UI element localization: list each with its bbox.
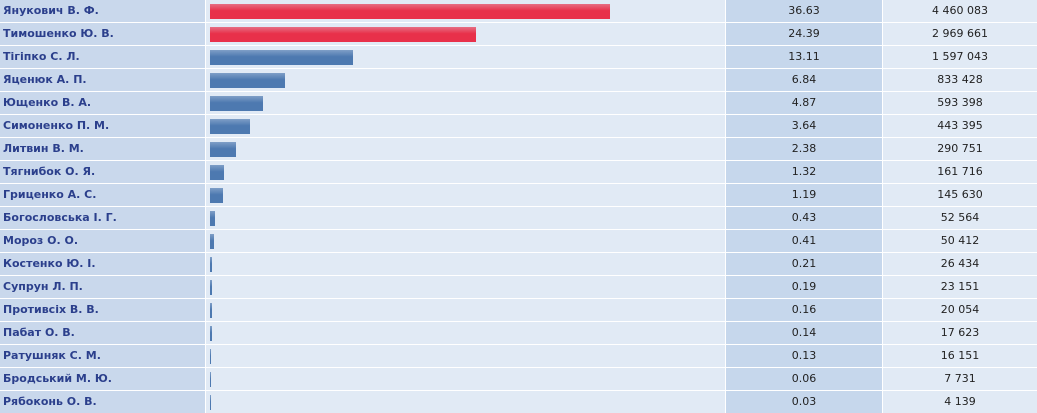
- bar-cell: [206, 23, 725, 45]
- bar: [210, 326, 212, 341]
- bar: [210, 27, 477, 42]
- percent: 1.19: [726, 184, 882, 206]
- votes: 593 398: [883, 92, 1037, 114]
- bar-cell: [206, 253, 725, 275]
- votes: 16 151: [883, 345, 1037, 367]
- percent: 0.16: [726, 299, 882, 321]
- percent: 0.03: [726, 391, 882, 413]
- percent: 6.84: [726, 69, 882, 91]
- bar-cell: [206, 368, 725, 390]
- votes: 161 716: [883, 161, 1037, 183]
- candidate-name: Рябоконь О. В.: [0, 391, 205, 413]
- candidate-name: Ющенко В. А.: [0, 92, 205, 114]
- votes: 4 139: [883, 391, 1037, 413]
- votes: 2 969 661: [883, 23, 1037, 45]
- bar-cell: [206, 138, 725, 160]
- bar: [210, 119, 250, 134]
- votes: 7 731: [883, 368, 1037, 390]
- bar: [210, 73, 285, 88]
- bar: [210, 303, 212, 318]
- candidate-name: Тимошенко Ю. В.: [0, 23, 205, 45]
- bar: [210, 96, 264, 111]
- bar: [210, 257, 213, 272]
- bar-cell: [206, 161, 725, 183]
- bar: [210, 372, 211, 387]
- candidate-name: Симоненко П. М.: [0, 115, 205, 137]
- votes: 26 434: [883, 253, 1037, 275]
- votes: 23 151: [883, 276, 1037, 298]
- bar: [210, 188, 223, 203]
- percent: 0.19: [726, 276, 882, 298]
- percent: 3.64: [726, 115, 882, 137]
- votes: 52 564: [883, 207, 1037, 229]
- votes: 50 412: [883, 230, 1037, 252]
- bar-cell: [206, 207, 725, 229]
- bar-cell: [206, 276, 725, 298]
- percent: 0.13: [726, 345, 882, 367]
- percent: 13.11: [726, 46, 882, 68]
- percent: 1.32: [726, 161, 882, 183]
- votes: 443 395: [883, 115, 1037, 137]
- candidate-name: Ратушняк С. М.: [0, 345, 205, 367]
- percent: 4.87: [726, 92, 882, 114]
- bar-cell: [206, 92, 725, 114]
- candidate-name: Супрун Л. П.: [0, 276, 205, 298]
- bar: [210, 349, 212, 364]
- bar: [210, 280, 213, 295]
- bar: [210, 165, 225, 180]
- bar-cell: [206, 184, 725, 206]
- percent: 0.21: [726, 253, 882, 275]
- candidate-name: Богословська І. Г.: [0, 207, 205, 229]
- bar-cell: [206, 230, 725, 252]
- votes: 1 597 043: [883, 46, 1037, 68]
- candidate-name: Пабат О. В.: [0, 322, 205, 344]
- votes: 145 630: [883, 184, 1037, 206]
- votes: 20 054: [883, 299, 1037, 321]
- percent: 0.14: [726, 322, 882, 344]
- candidate-name: Литвин В. М.: [0, 138, 205, 160]
- bar: [210, 142, 236, 157]
- bar: [210, 50, 354, 65]
- votes: 17 623: [883, 322, 1037, 344]
- candidate-name: Костенко Ю. І.: [0, 253, 205, 275]
- candidate-name: Тягнибок О. Я.: [0, 161, 205, 183]
- votes: 833 428: [883, 69, 1037, 91]
- bar-cell: [206, 322, 725, 344]
- percent: 24.39: [726, 23, 882, 45]
- bar-cell: [206, 345, 725, 367]
- bar-cell: [206, 391, 725, 413]
- bar-cell: [206, 46, 725, 68]
- candidate-name: Бродський М. Ю.: [0, 368, 205, 390]
- candidate-name: Противсіх В. В.: [0, 299, 205, 321]
- candidate-name: Янукович В. Ф.: [0, 0, 205, 22]
- percent: 0.43: [726, 207, 882, 229]
- bar-cell: [206, 0, 725, 22]
- candidate-name: Яценюк А. П.: [0, 69, 205, 91]
- bar-cell: [206, 69, 725, 91]
- candidate-name: Тігіпко С. Л.: [0, 46, 205, 68]
- candidate-name: Гриценко А. С.: [0, 184, 205, 206]
- percent: 2.38: [726, 138, 882, 160]
- candidate-name: Мороз О. О.: [0, 230, 205, 252]
- percent: 36.63: [726, 0, 882, 22]
- bar-cell: [206, 299, 725, 321]
- percent: 0.06: [726, 368, 882, 390]
- bar: [210, 4, 610, 19]
- votes: 290 751: [883, 138, 1037, 160]
- percent: 0.41: [726, 230, 882, 252]
- bar: [210, 211, 215, 226]
- bar: [210, 395, 211, 410]
- bar-cell: [206, 115, 725, 137]
- votes: 4 460 083: [883, 0, 1037, 22]
- bar: [210, 234, 215, 249]
